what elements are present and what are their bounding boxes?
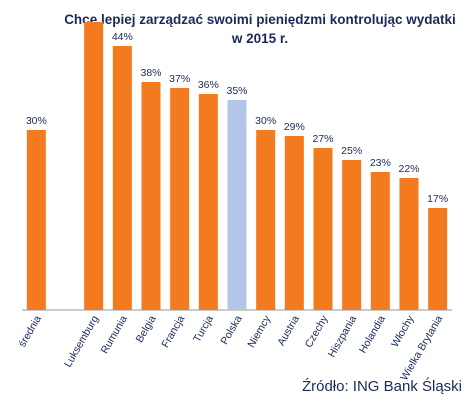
- data-label-5: 37%: [169, 73, 190, 85]
- chart-title: Chcę lepiej zarządzać swoimi pieniędzmi …: [64, 12, 456, 46]
- category-label-13: Włochy: [389, 313, 417, 349]
- category-label-3: Rumunia: [99, 313, 130, 356]
- data-label-8: 30%: [255, 115, 276, 127]
- category-label-8: Niemcy: [245, 313, 273, 350]
- category-label-7: Polska: [218, 313, 244, 346]
- bar-8: [256, 130, 276, 310]
- bar-11: [342, 160, 362, 310]
- category-label-11: Hiszpania: [326, 313, 360, 359]
- category-label-2: Luksemburg: [62, 313, 101, 369]
- data-label-12: 23%: [370, 157, 391, 169]
- bar-2: [84, 22, 104, 310]
- bar-0: [26, 130, 46, 310]
- category-label-12: Holandia: [357, 313, 388, 355]
- bar-13: [399, 178, 419, 310]
- data-label-0: 30%: [26, 115, 47, 127]
- bar-12: [370, 172, 390, 310]
- category-label-4: Belgia: [134, 313, 159, 344]
- bar-4: [141, 82, 161, 310]
- category-label-6: Turcja: [191, 313, 216, 344]
- data-label-7: 35%: [226, 85, 247, 97]
- bar-9: [284, 136, 304, 310]
- data-label-11: 25%: [341, 145, 362, 157]
- category-label-10: Czechy: [303, 313, 331, 350]
- bar-10: [313, 148, 333, 310]
- data-label-13: 22%: [398, 163, 419, 175]
- category-label-9: Austria: [275, 313, 302, 347]
- bar-5: [170, 88, 190, 310]
- data-label-3: 44%: [112, 31, 133, 43]
- bar-7: [227, 100, 247, 310]
- data-label-10: 27%: [312, 133, 333, 145]
- bar-3: [112, 46, 132, 310]
- source-note: Źródło: ING Bank Śląski: [301, 378, 462, 395]
- bar-14: [428, 208, 448, 310]
- bar-6: [198, 94, 218, 310]
- data-label-6: 36%: [198, 79, 219, 91]
- category-label-5: Francja: [159, 313, 187, 349]
- data-label-9: 29%: [284, 121, 305, 133]
- data-label-14: 17%: [427, 193, 448, 205]
- category-label-0: średnia: [16, 313, 44, 349]
- data-label-4: 38%: [140, 67, 161, 79]
